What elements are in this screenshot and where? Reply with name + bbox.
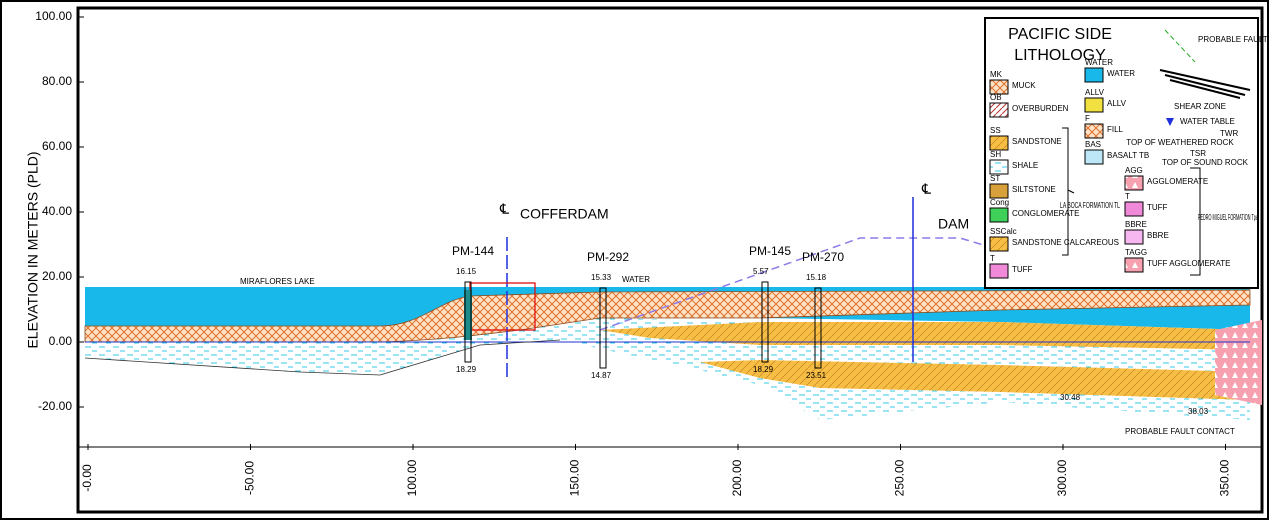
legend-code: BBRE: [1125, 220, 1147, 229]
agglomerate-layer: [1215, 320, 1262, 405]
legend-label: AGGLOMERATE: [1147, 177, 1208, 186]
x-tick-label: -50.00: [243, 461, 257, 495]
borehole-top: 15.33: [591, 273, 612, 282]
pedro-miguel-label: PEDRO MIGUEL FORMATION Tpa: [1198, 213, 1258, 222]
legend-label: SANDSTONE: [1012, 137, 1062, 146]
legend-swatch: [990, 208, 1008, 222]
y-tick-label: 60.00: [42, 139, 72, 153]
legend-code: SSCalc: [990, 227, 1017, 236]
legend-code: T: [990, 254, 995, 263]
legend-fault: PROBABLE FAULT CONTACT: [1198, 35, 1269, 44]
legend-code: ALLV: [1085, 88, 1105, 97]
depth-label: 38.03: [1188, 407, 1209, 416]
legend-code: Cong: [990, 198, 1009, 207]
borehole-top: 15.18: [806, 273, 827, 282]
borehole-bottom: 23.51: [806, 371, 827, 380]
legend-code: WATER: [1085, 58, 1113, 67]
borehole-bottom: 18.29: [753, 365, 774, 374]
x-tick-label: 350.00: [1218, 459, 1232, 496]
legend-code: MK: [990, 70, 1003, 79]
legend-label: BASALT TB: [1107, 151, 1149, 160]
legend-label: TUFF: [1012, 265, 1033, 274]
y-axis-label: ELEVATION IN METERS (PLD): [25, 151, 41, 348]
borehole-top: 5.57: [753, 267, 769, 276]
legend-swatch: [1085, 124, 1103, 138]
legend-label: SANDSTONE CALCAREOUS: [1012, 238, 1119, 247]
water-label: WATER: [622, 275, 650, 284]
x-tick-label: 300.00: [1055, 459, 1069, 496]
legend-code: F: [1085, 114, 1090, 123]
legend-water-table: WATER TABLE: [1180, 117, 1235, 126]
y-tick-label: 100.00: [35, 9, 72, 23]
legend-shear: SHEAR ZONE: [1174, 102, 1226, 111]
y-tick-label: 20.00: [42, 269, 72, 283]
legend-twr-code: TWR: [1220, 129, 1238, 138]
legend-swatch: [1125, 202, 1143, 216]
legend-code: TAGG: [1125, 248, 1147, 257]
cl-symbol: ℄: [499, 201, 509, 217]
legend-tsr-code: TSR: [1190, 149, 1206, 158]
legend-swatch: [990, 160, 1008, 174]
legend-label: BBRE: [1147, 231, 1169, 240]
borehole-name: PM-145: [749, 244, 791, 258]
legend-code: AGG: [1125, 166, 1143, 175]
dam-label: DAM: [938, 216, 969, 232]
borehole-bottom: 18.29: [456, 365, 477, 374]
legend-label: TUFF: [1147, 203, 1168, 212]
legend-swatch: [990, 264, 1008, 278]
depth-label: 30.48: [1060, 393, 1081, 402]
legend-swatch: [990, 80, 1008, 94]
legend-code: OB: [990, 93, 1002, 102]
borehole-bottom: 14.87: [591, 371, 612, 380]
borehole-name: PM-270: [802, 250, 844, 264]
legend-title: PACIFIC SIDE: [1008, 26, 1112, 43]
legend-label: ALLV: [1107, 99, 1127, 108]
legend-swatch: [1085, 98, 1103, 112]
legend-label: TUFF AGGLOMERATE: [1147, 259, 1230, 268]
legend-code: T: [1125, 192, 1130, 201]
cofferdam-label: COFFERDAM: [520, 206, 609, 222]
legend-swatch: [990, 237, 1008, 251]
legend-twr: TOP OF WEATHERED ROCK: [1126, 138, 1234, 147]
x-tick-label: 200.00: [730, 459, 744, 496]
legend-swatch: [990, 103, 1008, 117]
legend-label: FILL: [1107, 125, 1124, 134]
legend-swatch: [1125, 230, 1143, 244]
borehole-name: PM-292: [587, 250, 629, 264]
legend-swatch: [990, 136, 1008, 150]
borehole-top: 16.15: [456, 267, 477, 276]
legend-swatch: [990, 184, 1008, 198]
x-tick-label: 100.00: [405, 459, 419, 496]
legend-swatch: [1125, 258, 1143, 272]
legend-label: CONGLOMERATE: [1012, 209, 1079, 218]
legend-label: SILTSTONE: [1012, 185, 1056, 194]
x-tick-label: 250.00: [893, 459, 907, 496]
legend-code: SH: [990, 150, 1001, 159]
cl-symbol: ℄: [921, 181, 931, 197]
y-tick-label: 80.00: [42, 74, 72, 88]
legend-swatch: [1125, 176, 1143, 190]
y-tick-label: -20.00: [38, 399, 72, 413]
legend-swatch: [1085, 68, 1103, 82]
legend-label: SHALE: [1012, 161, 1038, 170]
legend-label: WATER: [1107, 69, 1135, 78]
legend-label: MUCK: [1012, 81, 1036, 90]
x-tick-label: -0.00: [80, 464, 94, 492]
legend-code: BAS: [1085, 140, 1101, 149]
x-tick-label: 150.00: [568, 459, 582, 496]
borehole-name: PM-144: [452, 244, 494, 258]
fault-label: PROBABLE FAULT CONTACT: [1125, 427, 1235, 436]
y-tick-label: 0.00: [49, 334, 73, 348]
legend-label: OVERBURDEN: [1012, 104, 1069, 113]
lake-label: MIRAFLORES LAKE: [240, 277, 315, 286]
cross-section: ELEVATION IN METERS (PLD) 100.00 80.00 60.0…: [0, 0, 1269, 520]
y-tick-label: 40.00: [42, 204, 72, 218]
legend-code: ST: [990, 174, 1000, 183]
legend-tsr: TOP OF SOUND ROCK: [1162, 158, 1249, 167]
legend-code: SS: [990, 126, 1001, 135]
legend-swatch: [1085, 150, 1103, 164]
